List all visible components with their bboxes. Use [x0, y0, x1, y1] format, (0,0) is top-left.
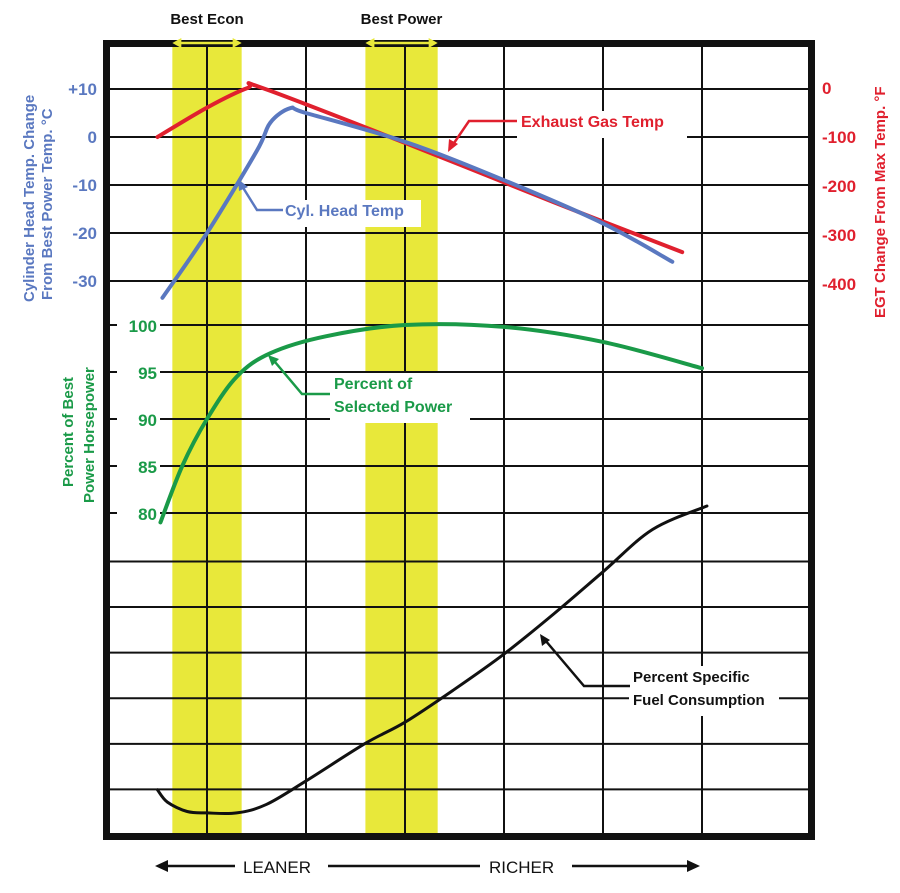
cht-annotation-bg — [281, 200, 421, 227]
power-tick-bg — [117, 454, 160, 478]
cht-tick-label: -20 — [72, 224, 97, 243]
power-tick-label: 85 — [138, 458, 157, 477]
egt-tick-label: -300 — [822, 226, 856, 245]
egt-annotation-label: Exhaust Gas Temp — [521, 114, 664, 131]
power-tick-label: 80 — [138, 505, 157, 524]
band-label: Best Econ — [170, 11, 243, 28]
series-bsfc-line — [156, 504, 709, 816]
leaner-label: LEANER — [243, 858, 311, 877]
power-tick-label: 100 — [129, 317, 157, 336]
power-axis-title-2: Power Horsepower — [81, 367, 98, 503]
power-leader-line — [274, 361, 330, 396]
cht-annotation-label: Cyl. Head Temp — [285, 203, 404, 220]
egt-tick-label: 0 — [822, 79, 831, 98]
power-tick-label: 95 — [138, 364, 157, 383]
richer-arrow-icon — [687, 860, 700, 872]
power-tick-bg — [117, 360, 160, 384]
cht-arrow-icon — [238, 179, 248, 191]
bsfc-annotation-label: Fuel Consumption — [633, 692, 765, 709]
egt-leader-line — [450, 119, 517, 147]
egt-axis-title: EGT Change From Max Temp. °F — [872, 86, 889, 318]
band-1 — [365, 47, 438, 833]
cht-tick-label: +10 — [68, 80, 97, 99]
power-annotation-label: Selected Power — [334, 399, 452, 416]
cht-tick-label: 0 — [88, 128, 97, 147]
band-arrow-left-icon — [172, 38, 182, 48]
x-direction-axis: LEANER RICHER — [155, 858, 700, 877]
series-cht-line — [160, 105, 675, 300]
power-annotation-label: Percent of — [334, 376, 413, 393]
egt-annotation-bg — [517, 111, 687, 138]
band-label: Best Power — [361, 11, 443, 28]
bsfc-leader-line — [544, 639, 630, 688]
bsfc-arrow-icon — [540, 634, 550, 646]
power-tick-bg — [117, 501, 160, 525]
egt-tick-label: -400 — [822, 275, 856, 294]
power-tick-bg — [117, 407, 160, 431]
power-annotation-bg — [330, 373, 470, 423]
cht-axis-title-1: Cylinder Head Temp. Change — [21, 95, 38, 302]
power-tick-bg — [117, 313, 160, 337]
bsfc-annotation-label: Percent Specific — [633, 669, 750, 686]
cht-tick-label: -10 — [72, 176, 97, 195]
band-arrow-right-icon — [428, 38, 438, 48]
richer-label: RICHER — [489, 858, 554, 877]
band-arrow-right-icon — [232, 38, 242, 48]
power-axis-title-1: Percent of Best — [60, 377, 77, 487]
egt-tick-label: -100 — [822, 128, 856, 147]
series-power-line — [158, 322, 704, 525]
cht-tick-label: -30 — [72, 272, 97, 291]
band-arrow-left-icon — [365, 38, 375, 48]
bsfc-annotation-bg — [629, 666, 779, 716]
egt-arrow-icon — [448, 139, 458, 152]
power-tick-label: 90 — [138, 411, 157, 430]
cht-leader-line — [240, 185, 283, 212]
plot-frame — [103, 40, 815, 840]
cht-axis-title-2: From Best Power Temp. °C — [39, 108, 56, 300]
power-arrow-icon — [268, 355, 279, 366]
leaner-arrow-icon — [155, 860, 168, 872]
egt-tick-label: -200 — [822, 177, 856, 196]
